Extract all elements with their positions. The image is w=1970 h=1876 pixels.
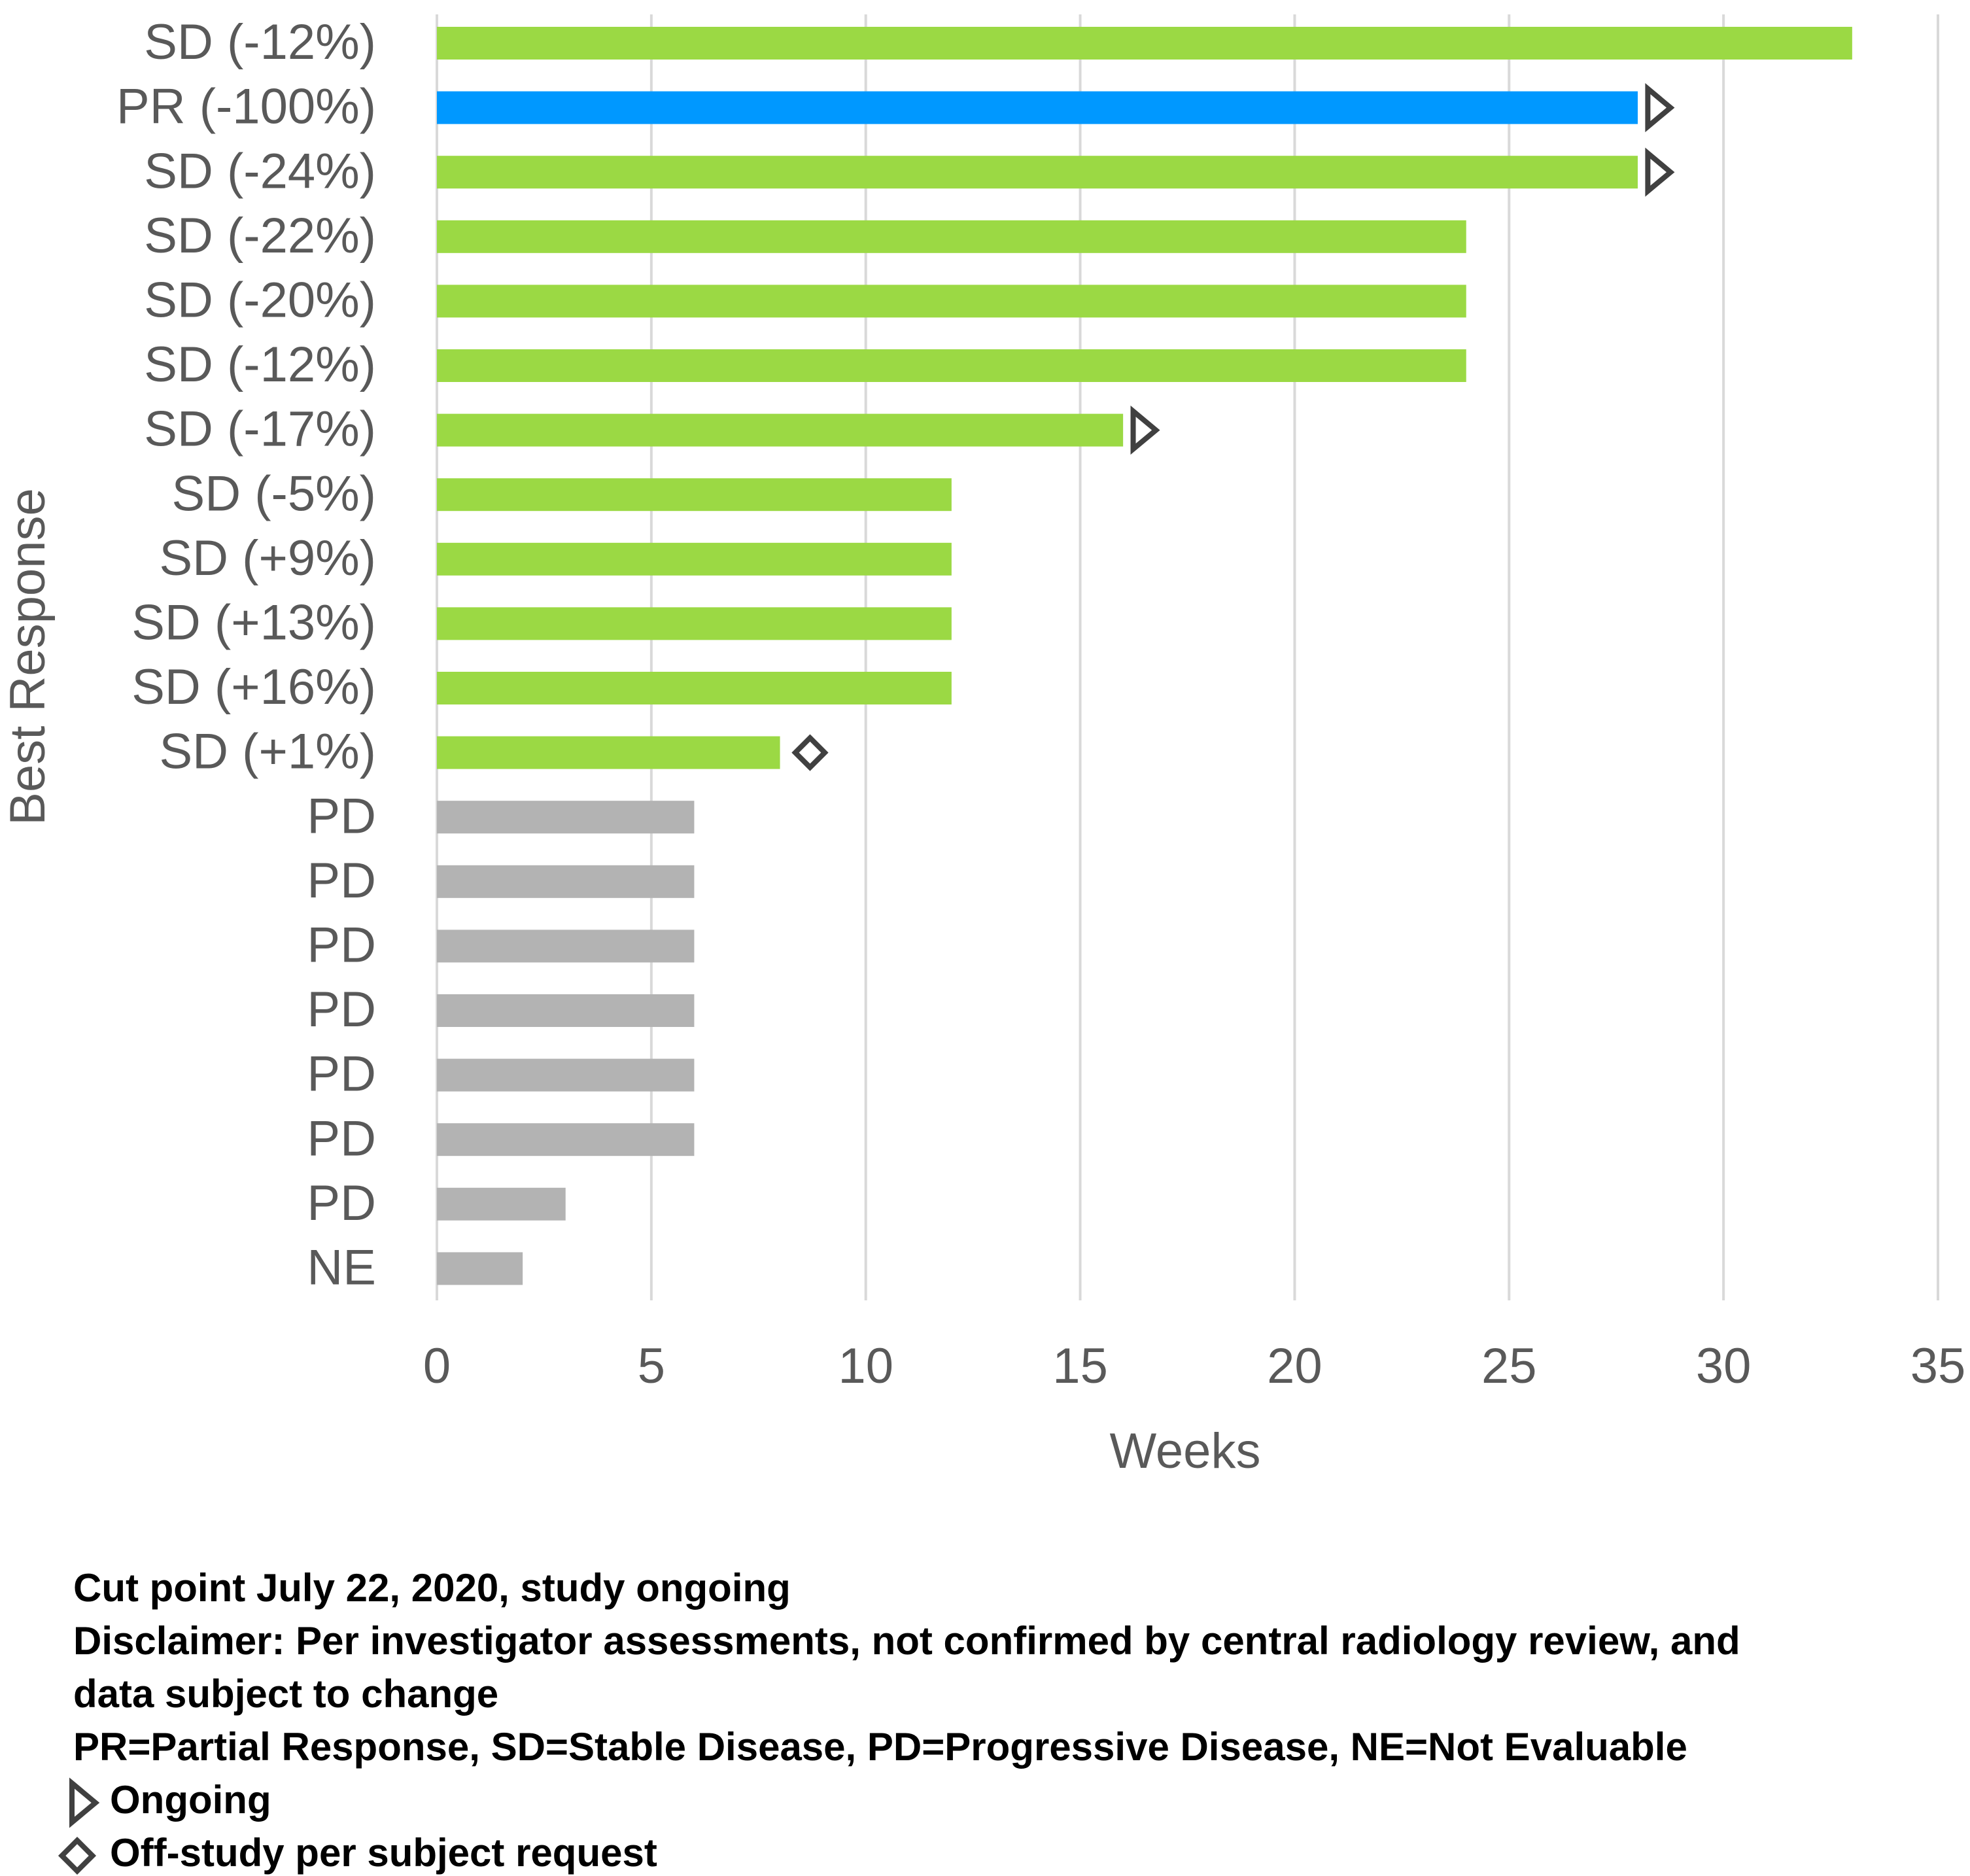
status-marker <box>1130 406 1160 455</box>
x-tick-label: 0 <box>423 1338 451 1394</box>
x-tick-label: 15 <box>1052 1338 1108 1394</box>
y-tick-label: SD (+13%) <box>131 595 376 650</box>
y-tick-label: PD <box>307 853 376 909</box>
y-tick-label: SD (-12%) <box>144 337 376 392</box>
bar <box>437 156 1638 189</box>
x-tick-label: 20 <box>1267 1338 1322 1394</box>
bar <box>437 865 695 898</box>
y-tick-label: SD (+1%) <box>159 724 376 780</box>
y-tick-label: PD <box>307 1111 376 1166</box>
y-tick-label: PD <box>307 982 376 1037</box>
bar <box>437 672 952 704</box>
status-marker <box>1645 83 1675 133</box>
y-tick-label: SD (-22%) <box>144 208 376 264</box>
footnote: Cut point July 22, 2020, study ongoing <box>73 1566 791 1610</box>
bar <box>437 478 952 512</box>
x-tick-label: 10 <box>838 1338 893 1394</box>
y-tick-label: SD (+9%) <box>159 530 376 586</box>
y-tick-label: PD <box>307 788 376 844</box>
status-marker <box>1645 147 1675 197</box>
bar <box>437 1123 695 1156</box>
bar <box>437 220 1466 253</box>
y-tick-label: PR (-100%) <box>116 79 376 135</box>
bar <box>437 994 695 1027</box>
bar <box>437 929 695 963</box>
y-tick-label: PD <box>307 1047 376 1102</box>
footnote: data subject to change <box>73 1672 498 1716</box>
x-tick-label: 30 <box>1696 1338 1752 1394</box>
legend-label: Ongoing <box>110 1778 271 1822</box>
y-tick-label: SD (+16%) <box>131 659 376 715</box>
x-tick-label: 35 <box>1910 1338 1966 1394</box>
bar <box>437 1058 695 1092</box>
footnote: Disclaimer: Per investigator assessments… <box>73 1619 1740 1663</box>
bar <box>437 285 1466 318</box>
bar <box>437 91 1638 124</box>
bar <box>437 542 952 576</box>
y-tick-label: SD (-20%) <box>144 272 376 328</box>
y-tick-label: PD <box>307 1175 376 1231</box>
bar <box>437 1187 566 1221</box>
y-tick-label: SD (-12%) <box>144 14 376 70</box>
bar <box>437 736 780 769</box>
legend-symbol <box>69 1777 100 1828</box>
y-tick-label: NE <box>307 1240 376 1295</box>
x-tick-label: 5 <box>638 1338 665 1394</box>
bar <box>437 801 695 834</box>
bar <box>437 1252 523 1285</box>
status-marker <box>791 734 829 771</box>
bar <box>437 413 1124 447</box>
y-tick-label: SD (-5%) <box>172 466 376 521</box>
bar <box>437 349 1466 382</box>
legend-label: Off-study per subject request <box>110 1831 657 1875</box>
x-tick-label: 25 <box>1481 1338 1537 1394</box>
legend-symbol <box>58 1836 97 1875</box>
y-axis-label: Best Response <box>0 488 56 825</box>
y-tick-label: SD (-17%) <box>144 402 376 457</box>
y-tick-label: SD (-24%) <box>144 143 376 199</box>
footnote: PR=Partial Response, SD=Stable Disease, … <box>73 1725 1687 1769</box>
bar <box>437 607 952 640</box>
y-tick-label: PD <box>307 917 376 973</box>
x-axis-label: Weeks <box>1110 1423 1261 1479</box>
bar <box>437 27 1852 60</box>
